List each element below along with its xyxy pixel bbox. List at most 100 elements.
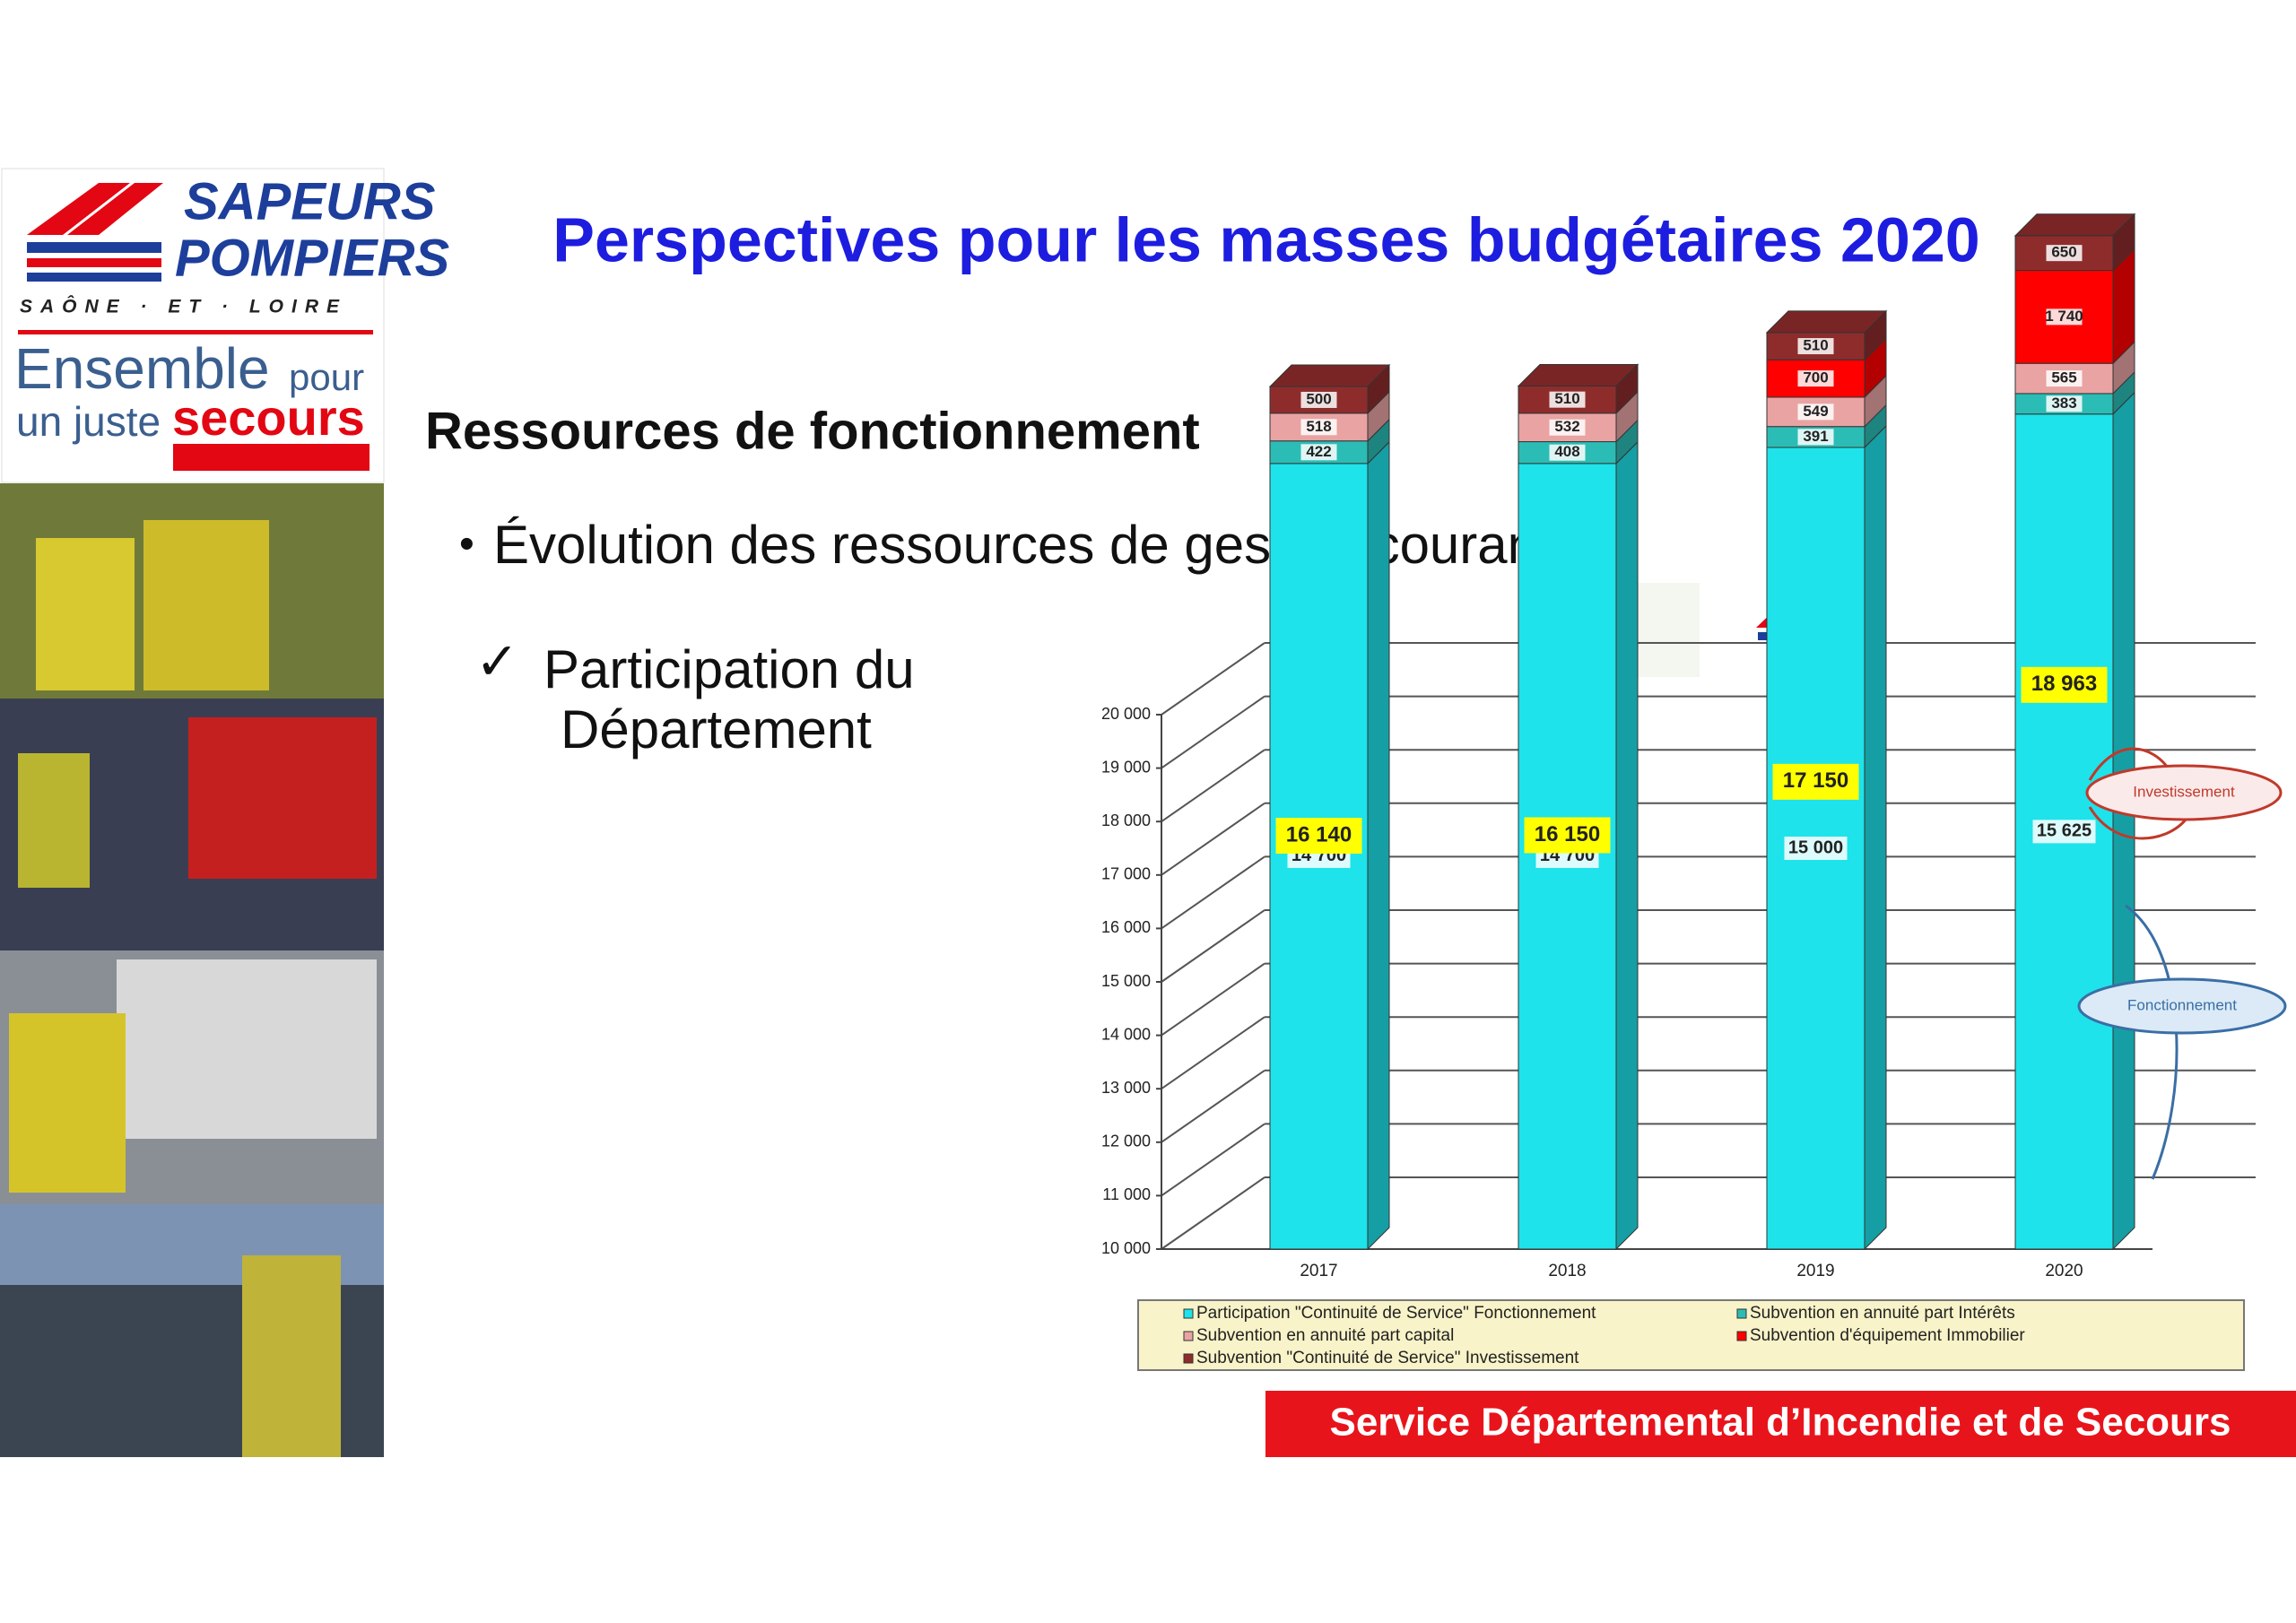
value-label-box [1797,404,1834,421]
logo-bar [173,444,370,471]
value-label-box [1784,837,1848,860]
bar-top [2013,213,2136,237]
value-label: 532 [1554,418,1579,435]
value-label: 549 [1803,403,1828,420]
bar-top [1765,310,1888,334]
x-tick-label: 2017 [1300,1262,1337,1280]
legend-label: Subvention d'équipement Immobilier [1750,1326,2025,1345]
value-label-box [1549,419,1586,436]
grid-line [1161,962,1265,1037]
total-label: 16 140 [1286,822,1352,846]
y-tick-label: 12 000 [1101,1133,1151,1150]
slide-title: Perspectives pour les masses budgétaires… [552,204,1979,274]
value-label: 391 [1803,428,1828,445]
check-text: Participation du [544,639,915,699]
total-label: 18 963 [2031,672,2097,696]
grid-line [1161,749,1265,823]
y-tick-label: 10 000 [1101,1239,1151,1257]
grid-line [1161,695,1265,769]
bar-side [1367,440,1390,1251]
logo-slogan: un juste [16,398,161,445]
bar-side [1615,440,1639,1251]
y-tick-label: 14 000 [1101,1025,1151,1043]
legend-box [1137,1299,2245,1371]
footer-text: Service Départemental d’Incendie et de S… [1329,1401,2231,1445]
annotation-arrow [2088,806,2190,840]
y-tick-label: 16 000 [1101,918,1151,936]
value-label-box [1549,391,1586,408]
legend-swatch [1736,1331,1747,1341]
value-label-box [2046,245,2083,262]
legend-swatch [1736,1308,1747,1319]
total-label-box [1772,763,1859,800]
bar-side [1864,424,1887,1251]
value-label: 422 [1306,443,1331,460]
bar-top [1517,363,1639,386]
y-tick-label: 19 000 [1101,758,1151,776]
check-text: Département [561,699,872,759]
y-tick-label: 17 000 [1101,865,1151,883]
y-tick-label: 15 000 [1101,972,1151,990]
legend-swatch [1183,1308,1194,1319]
grid-line [1161,1016,1265,1090]
y-tick-label: 11 000 [1102,1185,1151,1203]
total-label: 16 150 [1535,822,1600,846]
value-label-box [1797,429,1834,446]
total-label-box [1524,817,1611,854]
legend-label: Subvention "Continuité de Service" Inves… [1196,1349,1579,1367]
grid-line [1161,1123,1265,1197]
value-label: 408 [1554,443,1579,460]
grid-line [1161,1069,1265,1143]
y-tick-label: 18 000 [1101,812,1151,829]
y-tick-label: 13 000 [1101,1079,1151,1097]
logo-slogan: Ensemble [14,336,270,401]
value-label: 1 740 [2045,308,2083,325]
photo-column [0,483,384,1457]
y-tick-label: 20 000 [1101,705,1151,723]
value-label-box [1797,370,1834,387]
value-label: 510 [1803,337,1828,354]
bar-top [1268,364,1391,387]
value-label: 518 [1306,418,1331,435]
legend-label: Subvention en annuité part capital [1196,1326,1454,1345]
value-label-box [1300,444,1337,461]
logo-slogan: secours [172,389,365,446]
x-tick-label: 2019 [1796,1262,1834,1280]
grid-line [1161,1176,1265,1250]
logo-region: SAÔNE · ET · LOIRE [20,296,347,317]
footer-bar [1265,1391,2296,1457]
grid-line [1161,642,1265,716]
legend-swatch [1183,1331,1194,1341]
value-label: 700 [1803,369,1828,386]
legend-label: Subvention en annuité part Intérêts [1750,1304,2015,1323]
value-label-box [1300,419,1337,436]
bar-side [2112,391,2135,1251]
total-label-box [2021,666,2108,703]
value-label: 650 [2051,244,2076,261]
value-label-box [2046,308,2083,325]
chart: 10 000 11 000 12 000 13 000 14 000 15 000 16 0… [1101,213,2287,1371]
logo-text: POMPIERS [175,229,449,287]
x-tick-label: 2018 [1548,1262,1586,1280]
value-label-box [1300,391,1337,408]
legend-swatch [1183,1353,1194,1364]
value-label: 15 625 [2037,821,2092,841]
annotation-text: Investissement [2133,783,2235,800]
logo-stripes [27,183,163,282]
value-label: 510 [1554,390,1579,407]
section-title: Ressources de fonctionnement [425,402,1200,460]
value-label: 565 [2051,369,2076,386]
total-label: 17 150 [1783,768,1848,793]
value-label-box [2046,395,2083,412]
legend-label: Participation "Continuité de Service" Fo… [1196,1304,1596,1323]
value-label-box [2032,820,2096,844]
logo-rule [18,330,373,334]
annotation-text: Fonctionnement [2127,996,2237,1013]
value-label-box [1549,444,1586,461]
value-label: 500 [1306,390,1331,407]
logo-slogan: pour [289,356,364,398]
check-mark: ✓ [475,632,519,690]
annotation-bubble [2077,977,2287,1035]
annotation-arrow [2088,747,2172,781]
